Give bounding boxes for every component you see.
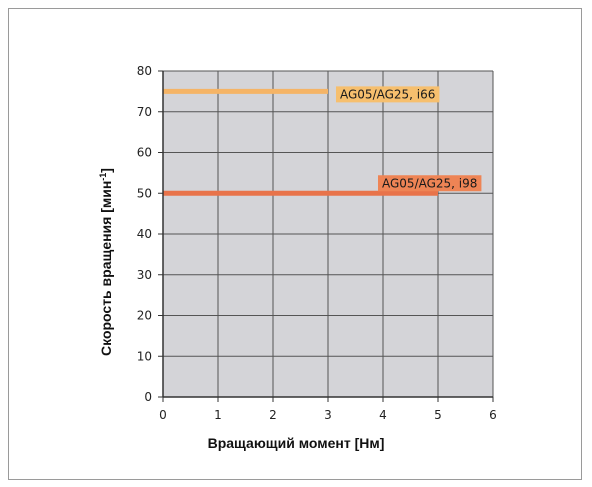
series-label-text-0: AG05/AG25, i66 [340,87,435,101]
y-axis-label-main: Скорость вращения [мин [98,181,114,356]
x-tick-label-0: 0 [159,408,167,422]
x-tick-labels: 0 1 2 3 4 5 6 [159,408,497,422]
y-tick-label-5: 50 [137,186,152,200]
series-label-bg-1 [378,175,482,192]
y-tick-labels: 0 10 20 30 40 50 60 70 80 [137,64,152,404]
x-tick-label-5: 5 [434,408,442,422]
axes [158,70,494,402]
series-lines [163,88,438,196]
y-axis-label-end: ] [98,168,114,173]
y-axis-label: Скорость вращения [мин-1] [98,168,114,356]
series-label-text-1: AG05/AG25, i98 [382,176,477,190]
grid-lines [162,70,494,398]
series-labels: AG05/AG25, i66 AG05/AG25, i98 [336,86,482,192]
x-tick-label-2: 2 [269,408,277,422]
y-tick-label-2: 20 [137,309,152,323]
y-tick-label-7: 70 [137,105,152,119]
y-tick-label-1: 10 [137,349,152,363]
series-label-0: AG05/AG25, i66 [336,86,440,103]
series-label-1: AG05/AG25, i98 [378,175,482,192]
x-tick-label-6: 6 [489,408,497,422]
x-tick-label-1: 1 [214,408,222,422]
x-axis-label: Вращающий момент [Нм] [208,435,385,451]
y-tick-label-6: 60 [137,146,152,160]
y-tick-label-8: 80 [137,64,152,78]
x-tick-label-4: 4 [379,408,387,422]
x-tick-label-3: 3 [324,408,332,422]
y-tick-label-0: 0 [144,390,152,404]
y-axis-label-superscript: -1 [98,173,108,181]
y-tick-label-4: 40 [137,227,152,241]
series-label-bg-0 [336,86,440,103]
y-tick-label-3: 30 [137,268,152,282]
